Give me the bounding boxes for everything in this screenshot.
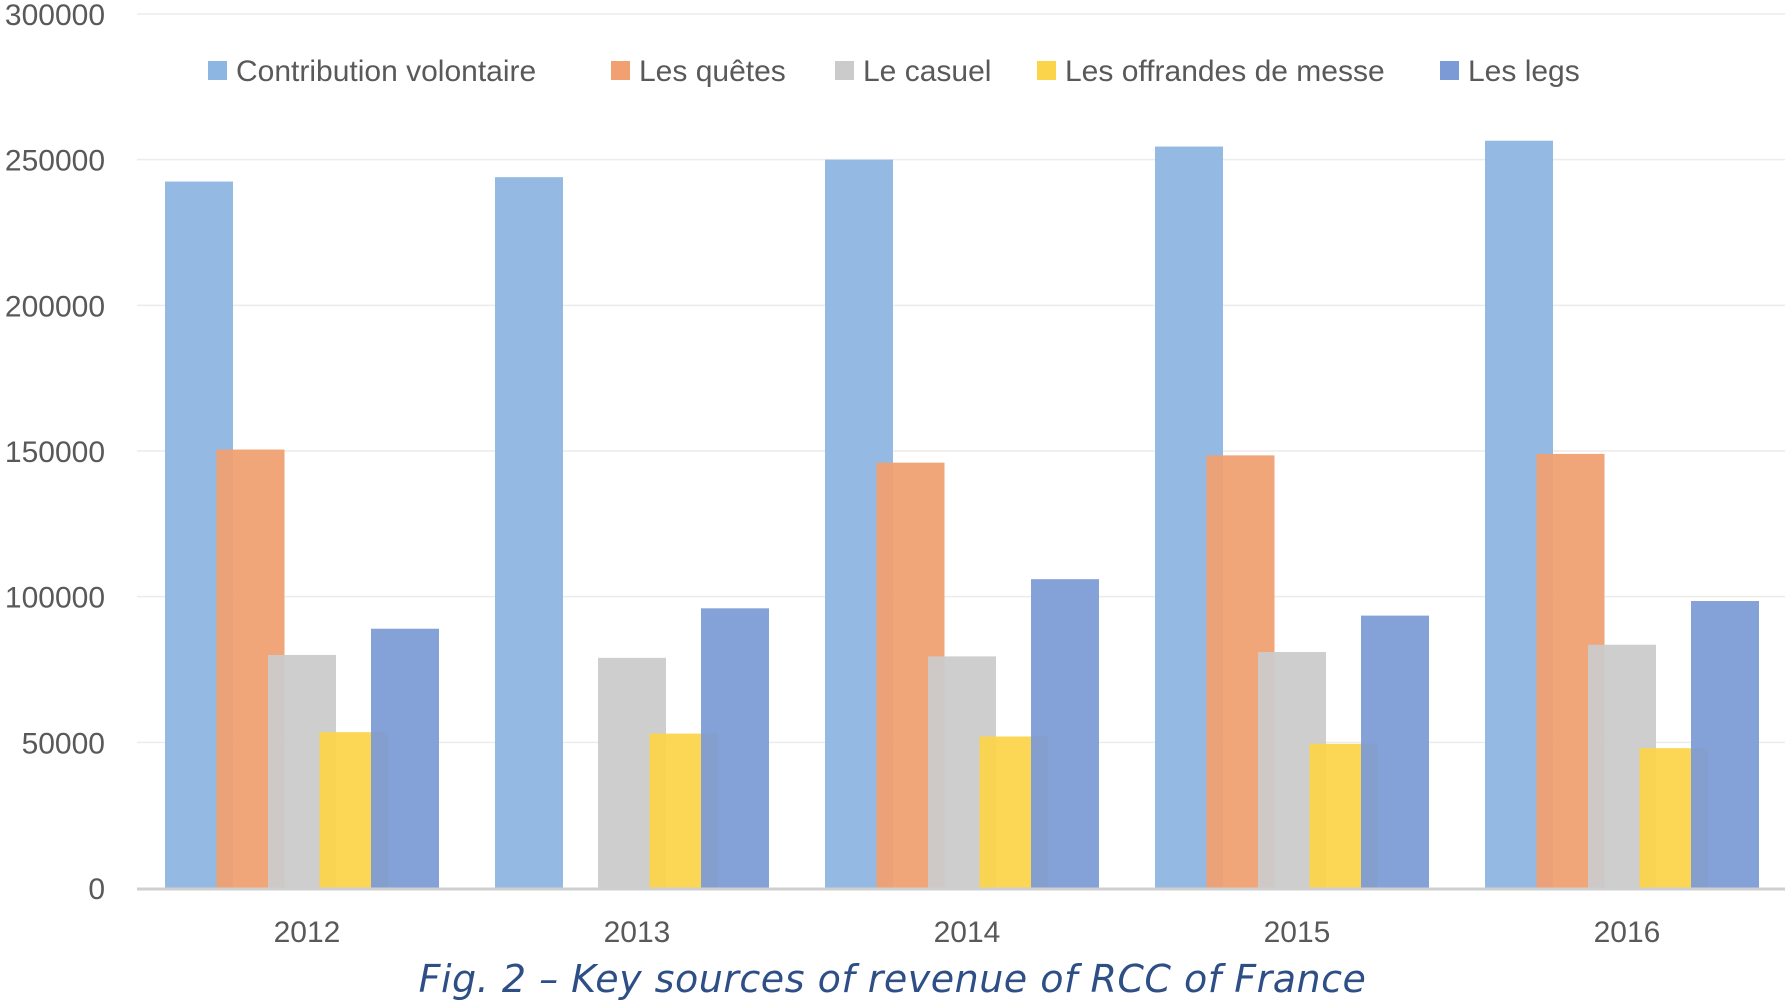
legend-swatch: [1440, 61, 1459, 80]
x-tick-label: 2016: [1594, 916, 1661, 949]
y-tick-label: 150000: [5, 436, 105, 469]
legend-item: Les offrandes de messe: [1037, 55, 1385, 88]
legend-swatch: [208, 61, 227, 80]
x-tick-label: 2012: [274, 916, 341, 949]
legend-swatch: [835, 61, 854, 80]
x-tick-label: 2014: [934, 916, 1001, 949]
bar: [701, 608, 769, 888]
bar: [1691, 601, 1759, 888]
legend-label: Le casuel: [863, 55, 991, 88]
y-tick-label: 200000: [5, 290, 105, 323]
y-tick-label: 0: [88, 873, 105, 906]
bar: [371, 628, 439, 888]
y-tick-label: 100000: [5, 582, 105, 615]
bar: [1031, 579, 1099, 888]
legend-item: Les legs: [1440, 55, 1580, 88]
y-tick-label: 300000: [5, 0, 105, 32]
legend-label: Les quêtes: [639, 55, 786, 88]
bar: [495, 177, 563, 888]
legend-item: Contribution volontaire: [208, 55, 536, 88]
legend-label: Les offrandes de messe: [1065, 55, 1385, 88]
legend-swatch: [611, 61, 630, 80]
bar: [1361, 615, 1429, 888]
legend-item: Les quêtes: [611, 55, 786, 88]
y-tick-label: 50000: [22, 727, 105, 760]
x-tick-label: 2013: [604, 916, 671, 949]
legend-item: Le casuel: [835, 55, 991, 88]
legend-label: Contribution volontaire: [236, 55, 536, 88]
legend-label: Les legs: [1468, 55, 1580, 88]
x-tick-label: 2015: [1264, 916, 1331, 949]
legend-swatch: [1037, 61, 1056, 80]
y-tick-label: 250000: [5, 145, 105, 178]
figure-caption: Fig. 2 – Key sources of revenue of RCC o…: [418, 957, 1367, 1001]
